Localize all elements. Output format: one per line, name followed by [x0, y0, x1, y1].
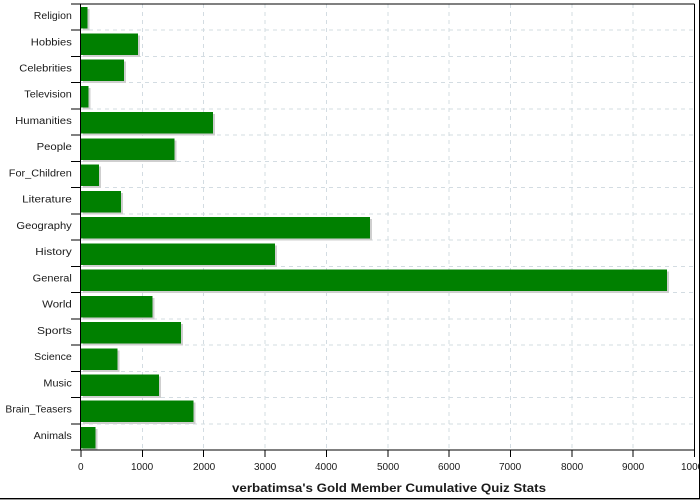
svg-text:Celebrities: Celebrities: [19, 63, 72, 74]
svg-text:0: 0: [78, 462, 84, 473]
svg-text:History: History: [35, 247, 72, 258]
svg-text:Brain_Teasers: Brain_Teasers: [5, 405, 71, 416]
svg-text:Science: Science: [34, 352, 72, 363]
svg-text:6000: 6000: [438, 462, 461, 473]
svg-text:Television: Television: [24, 90, 72, 101]
svg-text:4000: 4000: [315, 462, 338, 473]
svg-text:3000: 3000: [254, 462, 277, 473]
svg-text:Music: Music: [43, 378, 71, 389]
svg-text:verbatimsa's Gold Member Cumul: verbatimsa's Gold Member Cumulative Quiz…: [232, 483, 546, 495]
svg-text:People: People: [37, 142, 73, 153]
svg-text:General: General: [33, 273, 72, 284]
svg-text:10000: 10000: [681, 462, 700, 473]
svg-text:Humanities: Humanities: [15, 116, 72, 127]
svg-text:8000: 8000: [561, 462, 584, 473]
svg-text:Animals: Animals: [34, 431, 72, 442]
svg-text:Hobbies: Hobbies: [31, 37, 72, 48]
svg-text:Sports: Sports: [37, 326, 72, 337]
svg-text:7000: 7000: [499, 462, 522, 473]
svg-text:9000: 9000: [622, 462, 645, 473]
svg-text:2000: 2000: [193, 462, 216, 473]
svg-text:1000: 1000: [131, 462, 154, 473]
svg-text:Geography: Geography: [16, 221, 71, 232]
svg-text:World: World: [42, 300, 72, 311]
svg-text:Literature: Literature: [22, 195, 72, 206]
svg-text:5000: 5000: [377, 462, 400, 473]
svg-text:Religion: Religion: [34, 11, 72, 22]
svg-text:For_Children: For_Children: [9, 168, 72, 179]
